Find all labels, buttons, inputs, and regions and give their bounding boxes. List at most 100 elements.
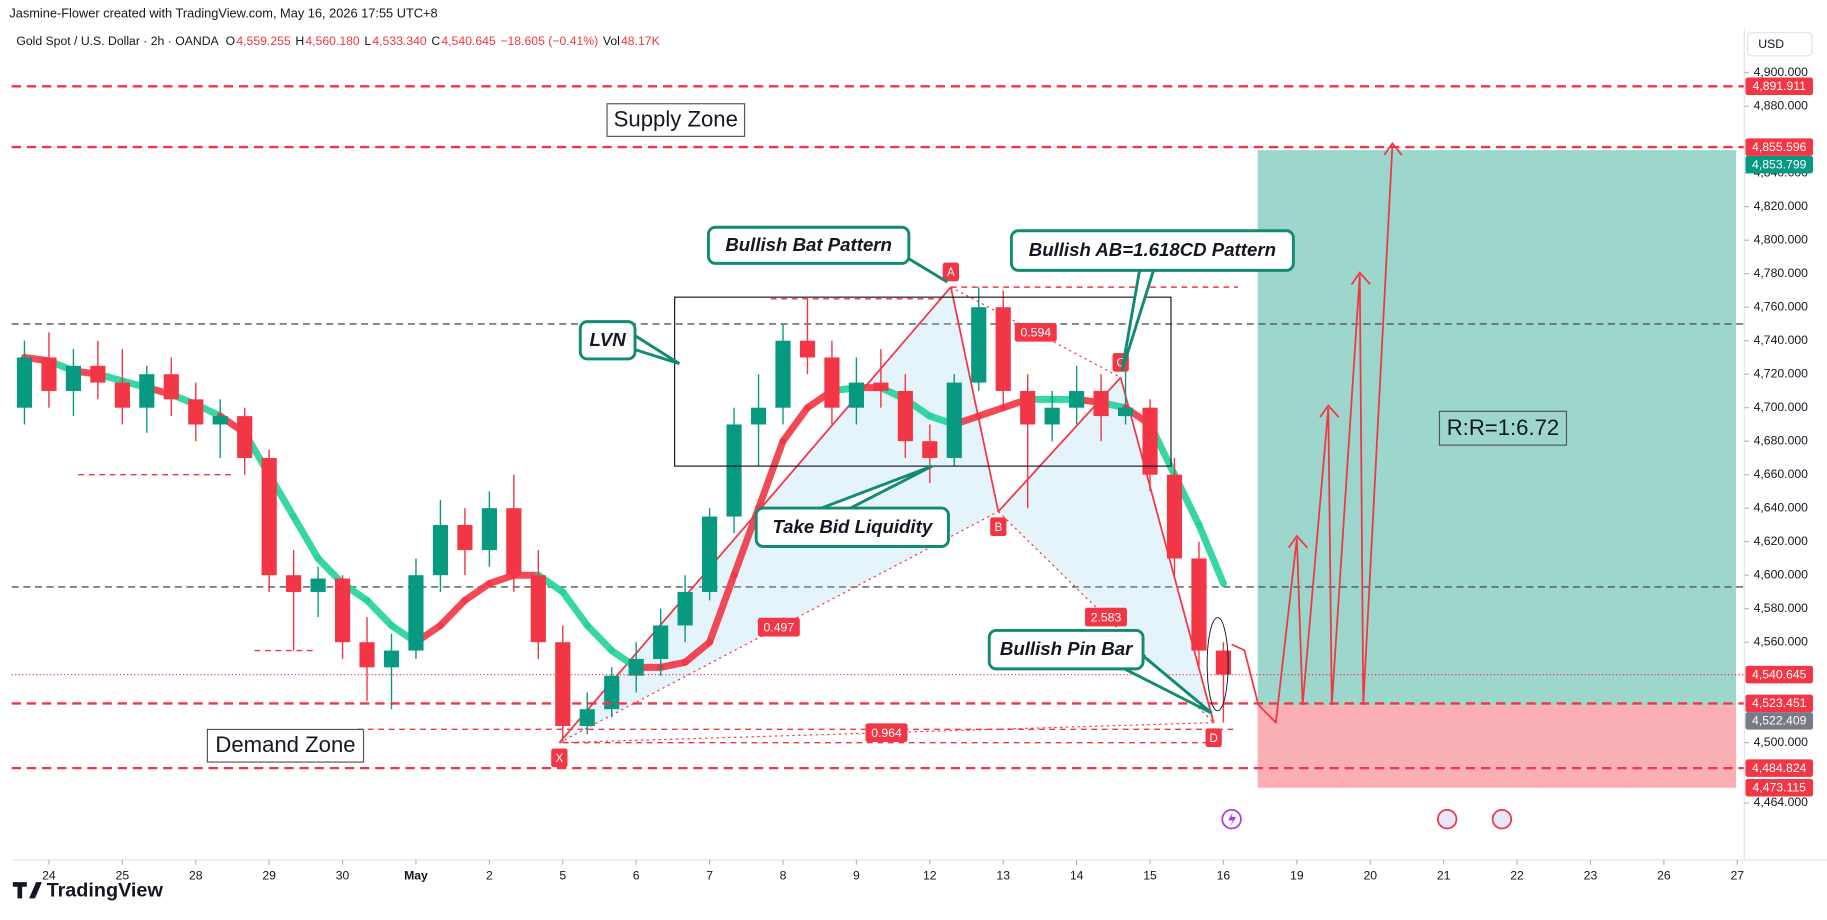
candle-body — [237, 416, 253, 458]
candle-body — [799, 340, 816, 358]
header-value: 4,540.645 — [441, 34, 496, 48]
currency[interactable]: USD — [1758, 37, 1784, 51]
lvn-label: LVN — [590, 329, 627, 350]
x-tick-label: 19 — [1290, 868, 1304, 882]
trend-segment — [559, 588, 591, 629]
candle-body — [726, 424, 742, 517]
credit: Jasmine-Flower created with TradingView.… — [9, 5, 437, 20]
candle-body — [579, 709, 595, 726]
y-tick-label: 4,700.000 — [1754, 400, 1809, 414]
trend-segment — [1195, 521, 1227, 588]
event-flag[interactable] — [1491, 808, 1513, 830]
price-tag — [1745, 712, 1814, 730]
candle-body — [897, 390, 913, 442]
price-tag-label: 4,522.409 — [1752, 714, 1807, 728]
price-tag-label: 4,540.645 — [1752, 667, 1807, 681]
brand: TradingView — [47, 880, 164, 902]
event-icon — [1228, 812, 1237, 827]
ratio-box — [1438, 410, 1568, 446]
candle-body — [90, 365, 106, 383]
candle-body — [1215, 650, 1232, 675]
candle-body — [1117, 407, 1134, 417]
trend-segment — [363, 596, 395, 629]
candle-body — [506, 508, 522, 576]
price-tag — [1745, 155, 1814, 174]
x-tick-label: 29 — [262, 868, 276, 882]
price-tag — [1745, 759, 1814, 777]
ratio-tag — [865, 723, 908, 742]
point-tag — [551, 748, 568, 768]
x-tick-label: 24 — [42, 868, 56, 882]
pointer — [908, 257, 949, 284]
price-tag — [1745, 665, 1814, 684]
liquidity-label: Take Bid Liquidity — [772, 516, 933, 537]
x-tick-label: May — [404, 868, 428, 882]
y-tick-label: 4,680.000 — [1754, 433, 1809, 447]
ratio-tag — [1085, 607, 1127, 627]
candle-body — [824, 357, 840, 408]
pinbar-label: Bullish Pin Bar — [1000, 638, 1134, 659]
price-tag-label: 4,473.115 — [1753, 781, 1807, 795]
bat-box — [706, 225, 911, 265]
trend-segment — [583, 621, 616, 655]
header-value: 4,533.340 — [372, 34, 427, 48]
candle-body — [188, 399, 204, 425]
x-tick-label: 12 — [923, 868, 937, 882]
x-tick-label: 14 — [1070, 868, 1084, 882]
range-box — [674, 296, 1172, 467]
lvn-box — [578, 320, 637, 361]
ratio-line — [559, 511, 999, 744]
ratio-value: 2.583 — [1091, 610, 1122, 624]
header-value: Vol — [603, 34, 620, 48]
candle-body — [873, 382, 889, 391]
demand-label: Demand Zone — [215, 732, 355, 757]
projection-path — [1231, 145, 1394, 725]
y-tick-label: 4,600.000 — [1754, 567, 1809, 581]
trend-segment — [485, 571, 518, 588]
header-value: 4,559.255 — [236, 34, 291, 48]
x-tick-label: 7 — [706, 868, 713, 882]
y-tick-label: 4,740.000 — [1754, 333, 1809, 347]
x-tick-label: 6 — [633, 868, 640, 882]
projection-arrows — [1287, 141, 1403, 549]
y-tick-label: 4,820.000 — [1754, 199, 1809, 213]
trend-segment — [436, 596, 469, 629]
candle-body — [212, 416, 228, 425]
y-tick-label: 4,780.000 — [1754, 266, 1809, 280]
candle-body — [995, 307, 1011, 391]
candle-body — [261, 457, 277, 576]
y-tick-label: 4,900.000 — [1754, 65, 1809, 79]
ratio-value: 0.964 — [871, 726, 902, 740]
candle-body — [41, 357, 57, 391]
pointer — [1120, 269, 1155, 372]
event-flag[interactable] — [1436, 808, 1458, 830]
brand-logo — [12, 882, 42, 899]
plot-area: R:R=1:6.72 0.497 0.594 2.583 0.964 X A B C D — [11, 85, 1745, 788]
demand-box — [206, 728, 365, 763]
candle-body — [334, 578, 351, 643]
y-tick-label: 4,580.000 — [1754, 601, 1809, 615]
header-value: −18.605 (−0.41%) — [500, 34, 598, 48]
candle-body — [1020, 390, 1036, 425]
currency-box[interactable] — [1747, 32, 1813, 57]
candle-body — [408, 575, 424, 651]
ratio-value: 0.497 — [764, 621, 795, 635]
candle-body — [432, 524, 449, 576]
candle-body — [750, 407, 767, 425]
x-tick-label: 28 — [189, 868, 203, 882]
abcd-box — [1009, 229, 1295, 272]
price-tag — [1745, 694, 1814, 713]
candle-body — [628, 658, 644, 676]
candle-body — [530, 575, 546, 643]
trend-segment — [461, 580, 493, 604]
candle-body — [848, 382, 864, 408]
x-tick-label: 23 — [1584, 868, 1598, 882]
price-tag-label: 4,484.824 — [1752, 761, 1807, 775]
candle-body — [457, 524, 473, 551]
candle-body — [604, 675, 620, 710]
x-tick-label: 26 — [1657, 868, 1671, 882]
price-tag — [1745, 77, 1814, 96]
point-label: B — [994, 521, 1002, 534]
trend-segment — [779, 404, 811, 445]
